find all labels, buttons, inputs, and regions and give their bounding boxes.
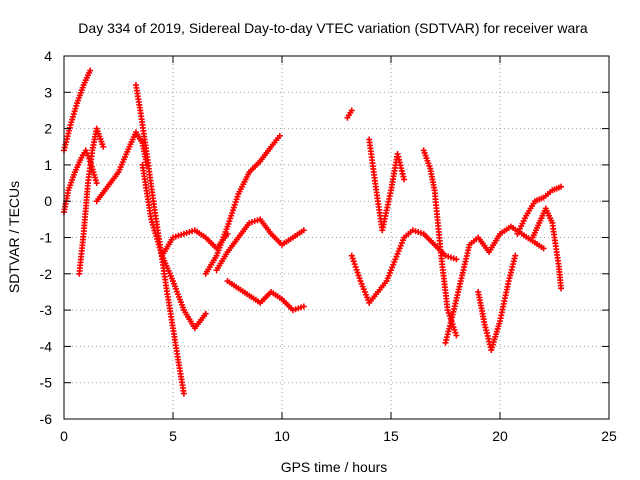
series-track-f (139, 161, 209, 332)
y-tick-label: 2 (44, 121, 52, 137)
data-point (348, 107, 355, 114)
data-point (512, 252, 519, 259)
data-point (93, 180, 100, 187)
data-point (276, 132, 283, 139)
series-track-n (420, 147, 460, 339)
series-track-e (132, 82, 187, 397)
y-tick-label: 4 (44, 48, 52, 64)
data-point (444, 307, 451, 314)
data-point (351, 261, 358, 268)
data-point (352, 263, 359, 270)
series-track-g (159, 227, 231, 259)
series-track-j (224, 278, 307, 314)
y-tick-label: -6 (40, 411, 53, 427)
data-point (450, 324, 457, 331)
y-tick-label: -5 (40, 375, 53, 391)
data-point (452, 329, 459, 336)
series-track-d (93, 129, 150, 205)
x-tick-label: 5 (169, 428, 177, 444)
data-point (349, 255, 356, 262)
series-track-m (366, 136, 408, 234)
data-point (202, 310, 209, 317)
data-point (451, 326, 458, 333)
data-point (353, 266, 360, 273)
series-track-i (213, 216, 307, 274)
y-tick-label: 3 (44, 84, 52, 100)
data-marks (61, 67, 565, 397)
data-point (453, 256, 460, 263)
data-point (401, 176, 408, 183)
series-track-k (344, 107, 355, 121)
y-tick-label: -3 (40, 302, 53, 318)
data-point (180, 390, 187, 397)
series-track-r (529, 205, 565, 292)
data-point (87, 67, 94, 74)
axis-ticks (63, 55, 610, 420)
y-axis-label: SDTVAR / TECUs (6, 181, 22, 293)
data-point (355, 272, 362, 279)
data-point (348, 252, 355, 259)
data-point (354, 269, 361, 276)
series-track-h (202, 132, 283, 277)
data-point (300, 303, 307, 310)
y-tick-labels: -6 -5 -4 -3 -2 -1 0 1 2 3 4 (40, 48, 53, 427)
series-track-a (61, 67, 94, 154)
x-tick-label: 10 (274, 428, 290, 444)
data-point (100, 143, 107, 150)
data-point (453, 332, 460, 339)
x-axis-label: GPS time / hours (281, 459, 388, 475)
series-track-p (475, 252, 519, 354)
data-point (356, 275, 363, 282)
x-tick-label: 0 (60, 428, 68, 444)
grid-lines (64, 56, 609, 419)
data-point (558, 285, 565, 292)
x-tick-label: 15 (383, 428, 399, 444)
data-point (540, 245, 547, 252)
data-point (445, 309, 452, 316)
data-point (300, 227, 307, 234)
chart-title: Day 334 of 2019, Sidereal Day-to-day VTE… (78, 20, 588, 36)
series-track-q (514, 183, 565, 237)
y-tick-label: -1 (40, 230, 53, 246)
series-track-c (76, 125, 107, 277)
x-tick-label: 25 (601, 428, 617, 444)
y-tick-label: -4 (40, 338, 53, 354)
y-tick-label: 1 (44, 157, 52, 173)
y-tick-label: 0 (44, 193, 52, 209)
x-tick-labels: 0 5 10 15 20 25 (60, 428, 617, 444)
x-tick-label: 20 (492, 428, 508, 444)
data-point (350, 258, 357, 265)
data-point (558, 183, 565, 190)
y-tick-label: -2 (40, 266, 53, 282)
